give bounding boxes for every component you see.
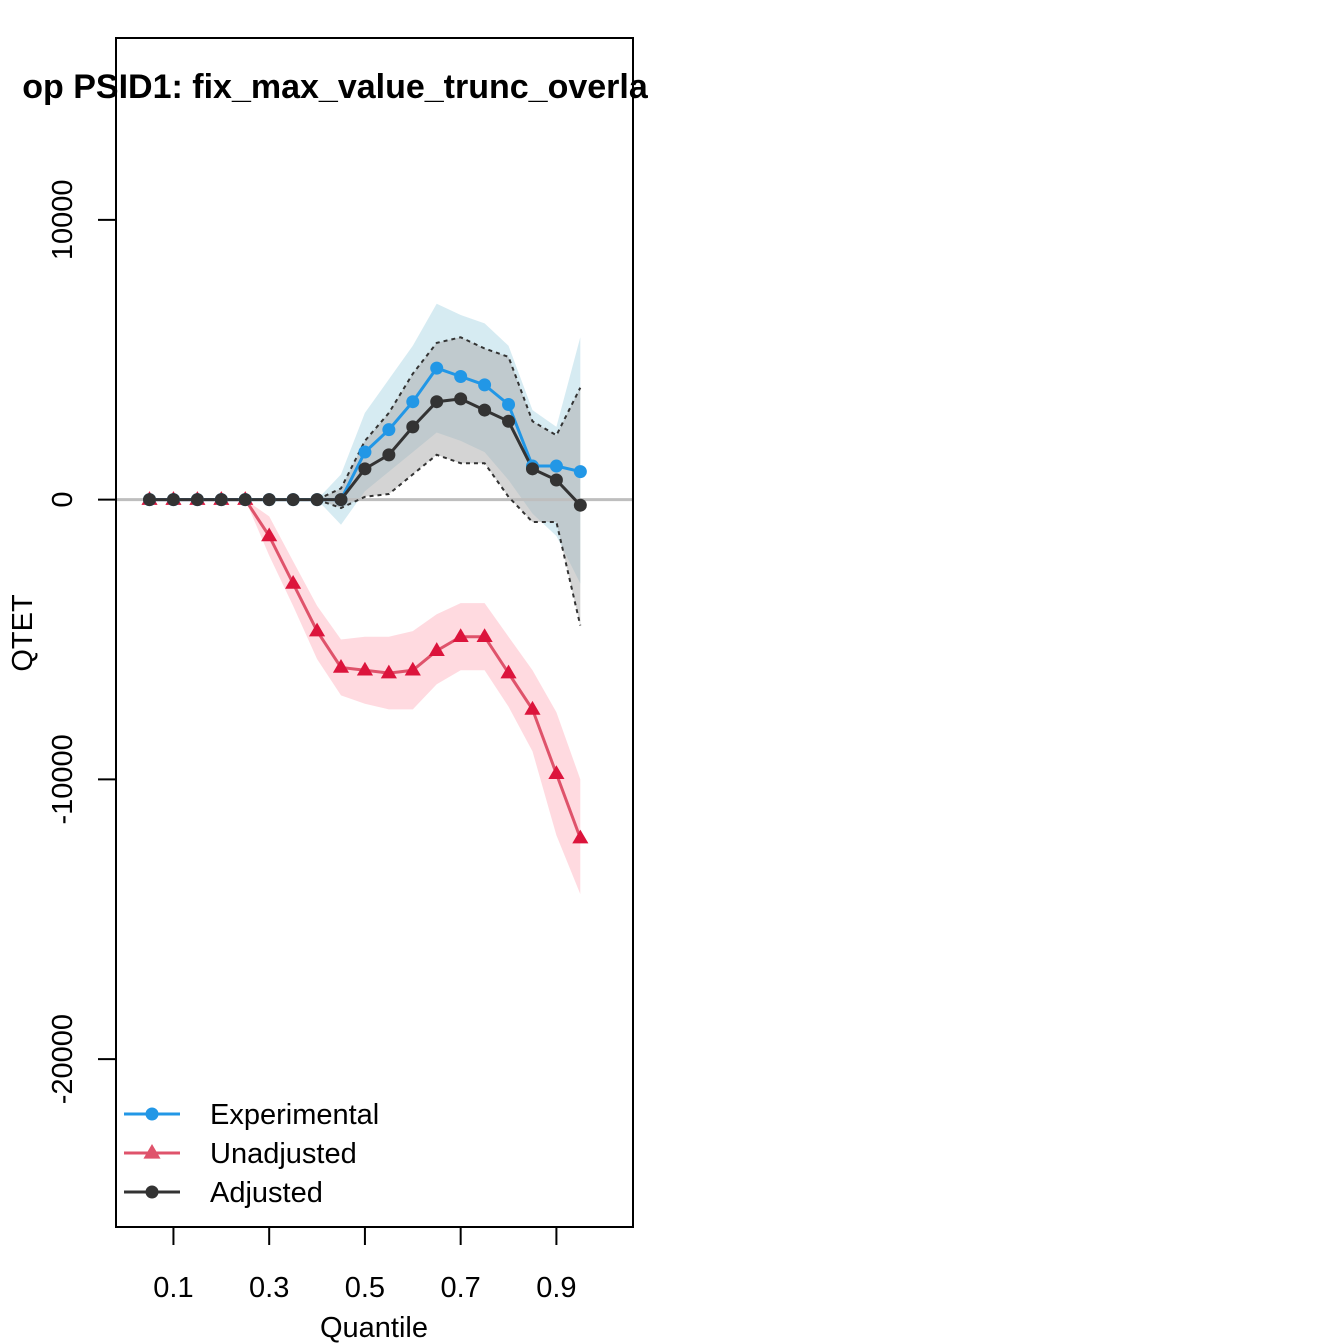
legend-marker [145, 1107, 159, 1121]
adjusted-point [286, 493, 300, 507]
unadjusted-point [452, 628, 469, 642]
adjusted-point [166, 493, 180, 507]
x-tick-label: 0.9 [536, 1272, 576, 1304]
experimental-point [358, 445, 372, 459]
unadjusted-point [524, 700, 541, 715]
unadjusted-ci-band [149, 499, 581, 895]
experimental-point [502, 397, 516, 411]
y-axis-label: QTET [7, 594, 39, 672]
adjusted-point [358, 462, 372, 476]
series-points [141, 361, 589, 844]
legend-label: Adjusted [210, 1177, 323, 1209]
legend-marker [145, 1185, 159, 1199]
adjusted-point [502, 414, 516, 428]
adjusted-point [143, 493, 157, 507]
legend-marker [143, 1144, 161, 1159]
unadjusted-point [500, 664, 517, 679]
unadjusted-point [548, 765, 565, 780]
unadjusted-point [308, 622, 326, 637]
legend: Experimental Unadjusted Adjusted [124, 1099, 379, 1209]
adjusted-point [334, 493, 348, 507]
experimental-point [382, 423, 396, 437]
experimental-point [549, 459, 563, 473]
adjusted-point [478, 403, 492, 417]
x-tick-label: 0.5 [345, 1272, 385, 1304]
unadjusted-point [332, 658, 350, 673]
x-tick-label: 0.3 [249, 1272, 289, 1304]
experimental-point [573, 465, 587, 479]
legend-item-adjusted: Adjusted [124, 1177, 323, 1209]
adjusted-point [310, 493, 324, 507]
unadjusted-point [261, 527, 278, 542]
adjusted-point [406, 420, 420, 434]
chart-title: op PSID1: fix_max_value_trunc_overla [22, 68, 649, 106]
adjusted-point [573, 498, 587, 512]
unadjusted-point [572, 829, 589, 844]
unadjusted-point [380, 664, 397, 679]
experimental-point [406, 395, 420, 409]
unadjusted-point [428, 642, 445, 656]
unadjusted-point [285, 575, 302, 589]
adjusted-point [549, 473, 563, 487]
adjusted-point [238, 493, 252, 507]
x-tick-label: 0.7 [441, 1272, 481, 1304]
experimental-point [478, 378, 492, 392]
adjusted-ci-lower-line [149, 453, 582, 626]
confidence-bands [149, 303, 581, 895]
adjusted-point [382, 448, 396, 462]
experimental-point [454, 370, 468, 384]
y-tick-label: 0 [47, 492, 79, 508]
legend-item-experimental: Experimental [124, 1099, 379, 1131]
x-tick-label: 0.1 [153, 1272, 193, 1304]
adjusted-ci-band [149, 337, 581, 626]
unadjusted-point [404, 661, 421, 676]
adjusted-point [525, 462, 539, 476]
plot-frame [115, 37, 634, 1228]
x-axis-label: Quantile [320, 1312, 428, 1344]
adjusted-ci-dotted-lines [149, 336, 582, 626]
y-tick-label: 10000 [47, 179, 79, 260]
unadjusted-point [356, 661, 374, 676]
legend-item-unadjusted: Unadjusted [124, 1138, 357, 1170]
unadjusted-point [476, 628, 493, 642]
y-tick-label: -20000 [47, 1014, 79, 1104]
experimental-point [430, 361, 444, 375]
adjusted-point [214, 493, 228, 507]
adjusted-point [430, 395, 444, 409]
adjusted-point [262, 493, 276, 507]
adjusted-point [190, 493, 204, 507]
legend-label: Experimental [210, 1099, 379, 1131]
y-tick-label: -10000 [47, 734, 79, 824]
adjusted-point [454, 392, 468, 406]
x-axis: 0.1 0.3 0.5 0.7 0.9 [153, 1226, 577, 1304]
legend-label: Unadjusted [210, 1138, 357, 1170]
y-axis: -20000 -10000 0 10000 [47, 179, 117, 1104]
